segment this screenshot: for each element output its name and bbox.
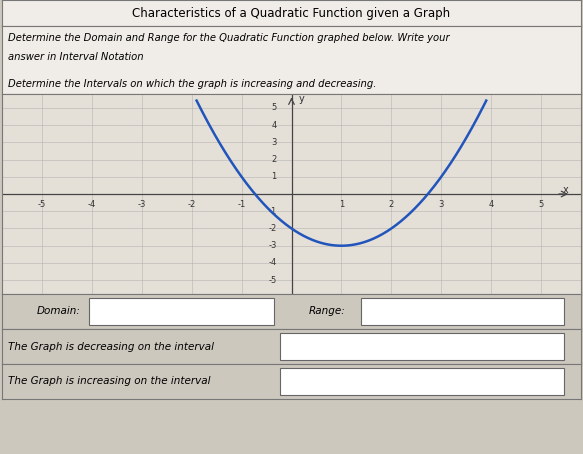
- Text: y: y: [298, 94, 304, 104]
- Text: x: x: [563, 185, 569, 195]
- Text: The Graph is increasing on the interval: The Graph is increasing on the interval: [8, 376, 210, 386]
- Text: -1: -1: [237, 200, 245, 209]
- FancyBboxPatch shape: [280, 368, 564, 395]
- Text: 1: 1: [271, 172, 276, 181]
- Text: -4: -4: [87, 200, 96, 209]
- Text: -5: -5: [268, 276, 276, 285]
- Text: -2: -2: [268, 224, 276, 233]
- Text: -3: -3: [268, 241, 276, 250]
- Text: 2: 2: [389, 200, 394, 209]
- Text: -2: -2: [188, 200, 196, 209]
- Text: 3: 3: [271, 138, 276, 147]
- Text: Range:: Range:: [309, 306, 346, 316]
- FancyBboxPatch shape: [361, 298, 564, 325]
- Text: -3: -3: [138, 200, 146, 209]
- Text: -1: -1: [268, 207, 276, 216]
- Text: 4: 4: [271, 120, 276, 129]
- Text: Determine the Domain and Range for the Quadratic Function graphed below. Write y: Determine the Domain and Range for the Q…: [8, 33, 449, 43]
- Text: Determine the Intervals on which the graph is increasing and decreasing.: Determine the Intervals on which the gra…: [8, 79, 376, 89]
- Text: Domain:: Domain:: [37, 306, 80, 316]
- Text: Characteristics of a Quadratic Function given a Graph: Characteristics of a Quadratic Function …: [132, 6, 451, 20]
- Text: 4: 4: [489, 200, 494, 209]
- Text: answer in Interval Notation: answer in Interval Notation: [8, 52, 143, 62]
- Text: 3: 3: [438, 200, 444, 209]
- FancyBboxPatch shape: [89, 298, 274, 325]
- Text: 1: 1: [339, 200, 344, 209]
- Text: -4: -4: [268, 258, 276, 267]
- Text: 5: 5: [539, 200, 544, 209]
- Text: The Graph is decreasing on the interval: The Graph is decreasing on the interval: [8, 341, 214, 351]
- Text: 5: 5: [271, 104, 276, 112]
- Text: -5: -5: [38, 200, 46, 209]
- Text: 2: 2: [271, 155, 276, 164]
- FancyBboxPatch shape: [280, 333, 564, 360]
